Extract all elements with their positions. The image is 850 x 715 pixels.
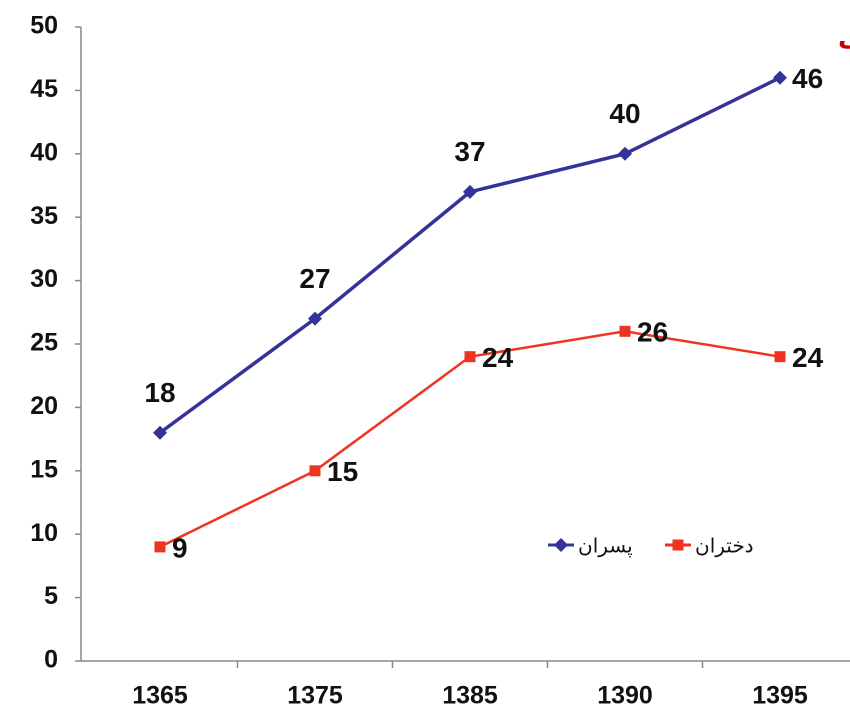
- y-tick-label: 25: [30, 329, 58, 357]
- point: [774, 351, 786, 363]
- point: [463, 184, 477, 199]
- point: [309, 465, 321, 477]
- y-tick-label: 45: [30, 75, 58, 103]
- x-tick-label: 1375: [287, 682, 343, 710]
- point: [618, 146, 632, 161]
- y-tick-label: 30: [30, 265, 58, 293]
- legend-label: دختران: [695, 534, 754, 558]
- x-tick-label: 1395: [752, 682, 808, 710]
- point: [672, 539, 684, 551]
- point: [773, 70, 787, 85]
- data-label: 9: [172, 532, 188, 563]
- point: [554, 538, 568, 552]
- chart-title: تاخیر در ازدواج: افزایش نسبت تجرد تا ۳۰ …: [838, 22, 850, 53]
- x-tick-label: 1365: [132, 682, 188, 710]
- y-tick-label: 35: [30, 202, 58, 230]
- data-label: 26: [637, 317, 668, 348]
- data-label: 18: [144, 377, 175, 408]
- y-tick-label: 40: [30, 138, 58, 166]
- data-label: 15: [327, 456, 358, 487]
- y-tick-label: 0: [44, 646, 58, 674]
- data-label: 37: [454, 136, 485, 167]
- point: [308, 311, 322, 326]
- data-label: 24: [792, 342, 824, 373]
- point: [464, 351, 476, 363]
- x-tick-label: 1385: [442, 682, 498, 710]
- point: [153, 425, 167, 440]
- data-label: 46: [792, 63, 823, 94]
- y-tick-label: 20: [30, 392, 58, 420]
- data-label: 24: [482, 342, 514, 373]
- legend-label: پسران: [578, 534, 633, 559]
- point: [154, 541, 166, 553]
- y-tick-label: 50: [30, 12, 58, 40]
- data-label: 40: [609, 98, 640, 129]
- y-tick-label: 15: [30, 455, 58, 483]
- data-label: 27: [299, 263, 330, 294]
- series-line: [158, 76, 781, 435]
- x-tick-label: 1390: [597, 682, 653, 710]
- y-tick-label: 10: [30, 519, 58, 547]
- point: [619, 325, 631, 337]
- y-tick-label: 5: [44, 582, 58, 610]
